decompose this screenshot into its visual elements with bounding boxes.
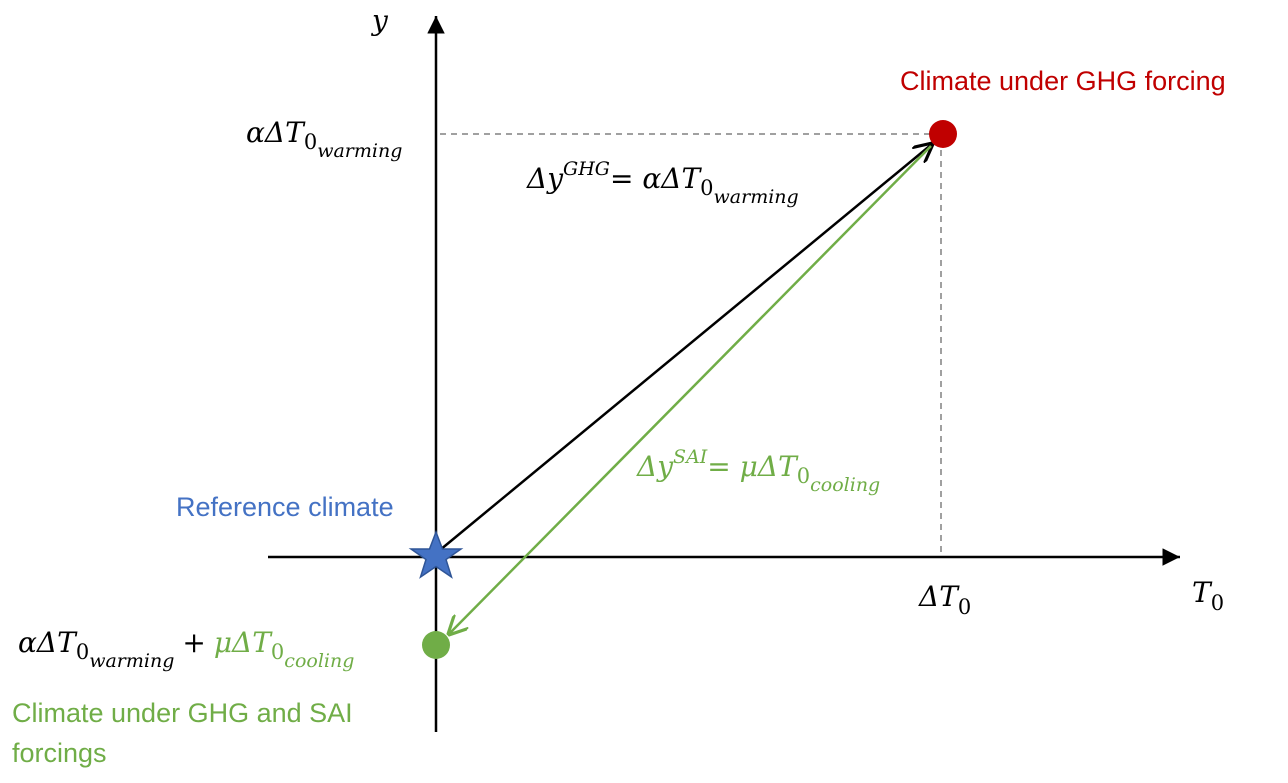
ghg-equation: ΔyGHG= αΔT0warming [526,158,799,208]
sai-equation: ΔySAI= μΔT0cooling [636,446,880,496]
ghg-point-label: Climate under GHG forcing [900,66,1226,96]
reference-point-label: Reference climate [176,492,394,522]
ghg-sai-point-label-line2: forcings [12,738,107,768]
ghg-point [929,120,957,148]
ghg-arrow [439,144,932,551]
combined-expression: αΔT0warming+ μΔT0cooling [18,626,354,672]
x-axis-label: T0 [1192,576,1224,615]
ghg-sai-point-label-line1: Climate under GHG and SAI [12,698,353,728]
x-tick-label: ΔT0 [918,580,971,619]
y-axis-label: y [370,4,389,37]
sai-arrow [449,145,932,634]
y-tick-label: αΔT0warming [246,116,402,162]
reference-star-icon [408,529,464,579]
ghg-sai-point [422,631,450,659]
